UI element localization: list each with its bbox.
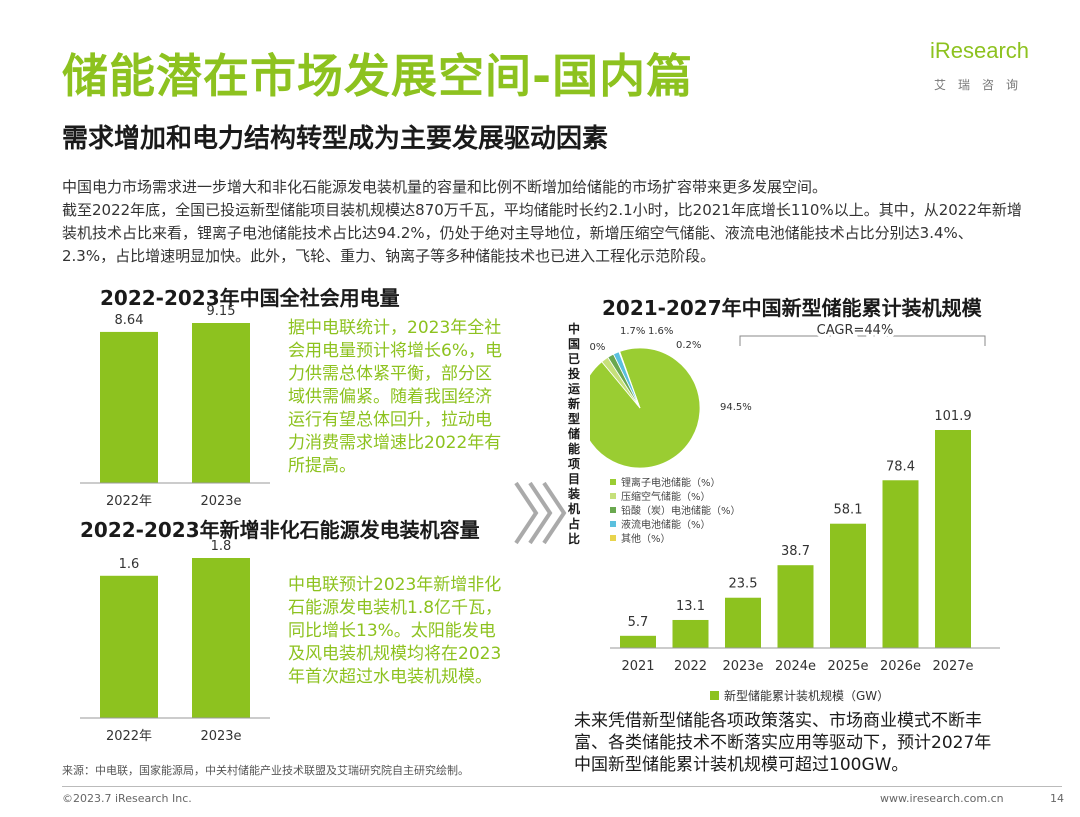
chart3-category-label-4: 2025e: [827, 659, 868, 674]
chart3-svg: 94.5% 2.0% 1.7%1.6%0.2% 锂离子电池储能（%）压缩空气储能（%…: [590, 320, 1000, 703]
chart3-bar-1: [672, 619, 709, 648]
intro-line-2: 截至2022年底，全国已投运新型储能项目装机规模达870万千瓦，平均储能时长约2…: [62, 201, 1022, 265]
pie-value-label-0: 94.5%: [720, 402, 752, 413]
pie-slice-0: [590, 347, 701, 469]
pie-legend-swatch-1: [610, 493, 616, 499]
chart3-bar-0: [620, 635, 656, 648]
pie-legend-label-1: 压缩空气储能（%）: [621, 490, 711, 503]
chart1-value-label-0: 8.64: [115, 313, 144, 328]
cagr-annotation: CAGR=44%: [817, 323, 894, 338]
chart3-bar-3: [777, 565, 814, 648]
chart3-bar-5: [882, 480, 919, 648]
intro-line-1: 中国电力市场需求进一步增大和非化石能源发电装机量的容量和比例不断增加给储能的市场…: [62, 178, 828, 196]
pie-slice-4: [618, 351, 641, 409]
chart3-value-label-4: 58.1: [834, 503, 863, 518]
brand-logo: iResearch 艾瑞咨询: [930, 38, 1050, 98]
section1-note: 据中电联统计，2023年全社会用电量预计将增长6%，电力供需总体紧平衡，部分区域…: [288, 318, 502, 476]
pie-value-label-3: 1.6%: [648, 326, 673, 337]
chart3-value-label-3: 38.7: [781, 544, 810, 559]
chart3-value-label-2: 23.5: [729, 577, 758, 592]
pie-vertical-title: 中国已投运新型储能项目装机占比: [568, 322, 581, 546]
chart2-value-label-1: 1.8: [211, 540, 232, 554]
chart2-title: 2022-2023年新增非化石能源发电装机容量: [80, 518, 480, 542]
intro-text: 中国电力市场需求进一步增大和非化石能源发电装机量的容量和比例不断增加给储能的市场…: [62, 176, 1022, 268]
pie-legend-swatch-4: [610, 535, 616, 541]
chart2-category-label-1: 2023e: [200, 729, 241, 744]
footer-copyright: ©2023.7 iResearch Inc.: [62, 792, 192, 805]
section2-note: 中电联预计2023年新增非化石能源发电装机1.8亿千瓦，同比增长13%。太阳能发…: [288, 575, 503, 687]
logo-brand-text: iResearch: [930, 38, 1030, 63]
chart2-category-label-0: 2022年: [106, 729, 152, 744]
pie-legend-label-0: 锂离子电池储能（%）: [621, 476, 721, 489]
footer-url: www.iresearch.com.cn: [880, 792, 1004, 805]
chart3-bar-2: [725, 597, 761, 648]
page-title: 储能潜在市场发展空间-国内篇: [62, 49, 694, 103]
chevron-right-icon: [514, 481, 567, 545]
chart3-category-label-1: 2022: [674, 659, 707, 674]
chart2-value-label-0: 1.6: [119, 557, 140, 572]
pie-legend-label-2: 铅酸（炭）电池储能（%）: [621, 504, 741, 517]
chart2-bar-1: [192, 558, 250, 718]
pie-legend-swatch-3: [610, 521, 616, 527]
chart1-category-label-0: 2022年: [106, 494, 152, 509]
chart3-value-label-5: 78.4: [886, 459, 915, 474]
pie-value-label-4: 0.2%: [676, 340, 701, 351]
pie-legend-swatch-0: [610, 479, 616, 485]
logo-cn-text: 艾瑞咨询: [934, 78, 1031, 92]
chart3-category-label-0: 2021: [621, 659, 654, 674]
pie-legend-swatch-2: [610, 507, 616, 513]
pie-legend-label-4: 其他（%）: [621, 532, 671, 545]
page-subtitle: 需求增加和电力结构转型成为主要发展驱动因素: [62, 124, 609, 154]
conclusion-text: 未来凭借新型储能各项政策落实、市场商业模式不断丰富、各类储能技术不断落实应用等驱…: [574, 711, 992, 775]
source-note: 来源：中电联，国家能源局，中关村储能产业技术联盟及艾瑞研究院自主研究绘制。: [62, 764, 469, 777]
chart3-value-label-6: 101.9: [934, 409, 971, 424]
chart3-category-label-3: 2024e: [775, 659, 816, 674]
chart2-bar-0: [100, 575, 158, 718]
chart3-bar-6: [935, 430, 971, 648]
chart3-value-label-0: 5.7: [628, 615, 649, 630]
chart1-bar-0: [100, 331, 158, 483]
page-number: 14: [1050, 792, 1064, 805]
footer-divider: [62, 786, 1062, 787]
chart3-value-label-1: 13.1: [676, 599, 705, 614]
pie-value-label-1: 2.0%: [590, 342, 605, 353]
pie-value-label-2: 1.7%: [620, 326, 645, 337]
chart3-category-label-5: 2026e: [880, 659, 921, 674]
chart1-svg: 8.64 2022年 9.15 2023e: [80, 305, 270, 509]
chart2-svg: 1.6 2022年 1.8 2023e: [80, 540, 270, 744]
chart3-bar-4: [830, 523, 866, 648]
chart1-title: 2022-2023年中国全社会用电量: [100, 286, 400, 310]
chart3-category-label-2: 2023e: [722, 659, 763, 674]
chart3-category-label-6: 2027e: [932, 659, 973, 674]
cagr-bracket: [739, 335, 986, 346]
pie-legend-label-3: 液流电池储能（%）: [621, 518, 711, 531]
chart1-value-label-1: 9.15: [207, 305, 236, 319]
chart1-category-label-1: 2023e: [200, 494, 241, 509]
chart1-bar-1: [192, 323, 250, 483]
chart3-title: 2021-2027年中国新型储能累计装机规模: [602, 296, 982, 320]
chart3-legend-swatch: [710, 691, 719, 700]
chart3-legend-label: 新型储能累计装机规模（GW）: [724, 688, 889, 703]
